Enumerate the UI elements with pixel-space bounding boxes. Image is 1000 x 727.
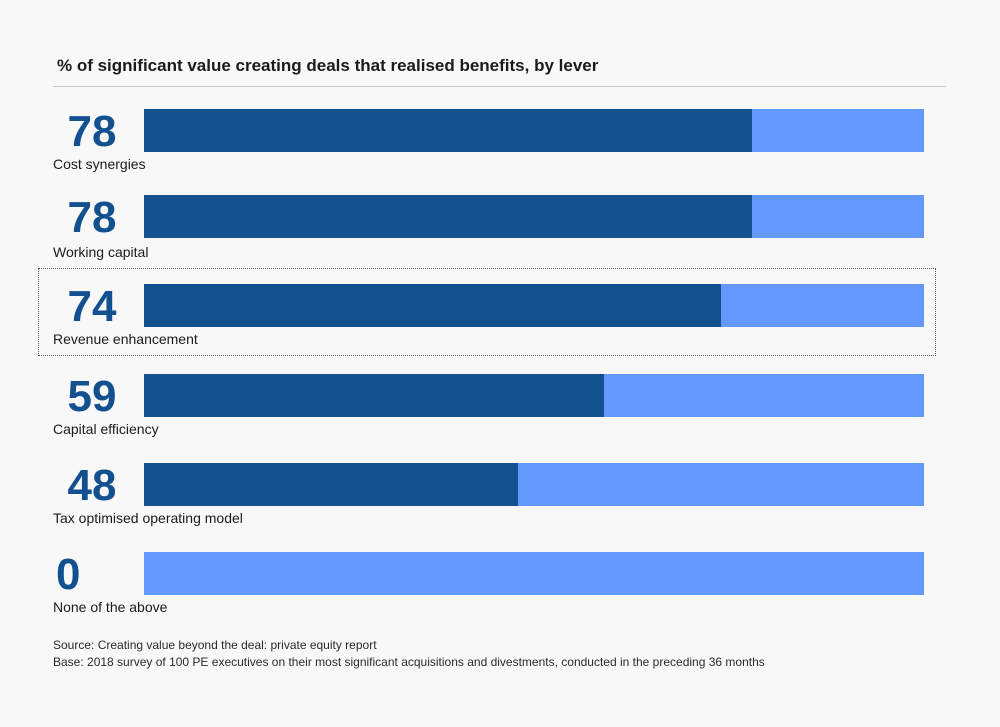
bar-track [144,374,924,417]
category-label: None of the above [53,599,168,615]
category-label: Capital efficiency [53,421,159,437]
value-label: 78 [67,107,117,156]
value-label: 0 [56,550,81,599]
source-note: Source: Creating value beyond the deal: … [53,637,765,671]
value-label: 74 [67,282,117,331]
bar-track [144,463,924,506]
base-line: Base: 2018 survey of 100 PE executives o… [53,655,765,669]
bar-track [144,195,924,238]
bar-track [144,109,924,152]
title-divider [53,86,946,87]
bar-track [144,284,924,327]
value-label: 48 [67,461,117,510]
value-label: 78 [67,193,117,242]
category-label: Tax optimised operating model [53,510,243,526]
bar-row-capital-efficiency[interactable]: 59 Capital efficiency [0,373,1000,463]
bar-fill [144,109,752,152]
bar-fill [144,463,518,506]
value-label: 59 [67,372,117,421]
category-label: Revenue enhancement [53,331,198,347]
bar-row-none-of-the-above[interactable]: 0 None of the above [0,551,1000,641]
bar-fill [144,374,604,417]
category-label: Working capital [53,244,149,260]
bar-row-revenue-enhancement[interactable]: 74 Revenue enhancement [0,283,1000,373]
bar-row-cost-synergies[interactable]: 78 Cost synergies [0,108,1000,198]
source-line: Source: Creating value beyond the deal: … [53,638,377,652]
chart-title: % of significant value creating deals th… [57,56,599,75]
bar-fill [144,195,752,238]
focus-outline [38,268,936,356]
bar-fill [144,284,721,327]
category-label: Cost synergies [53,156,146,172]
bar-row-tax-optimised-operating-model[interactable]: 48 Tax optimised operating model [0,462,1000,552]
bar-row-working-capital[interactable]: 78 Working capital [0,194,1000,284]
bar-track [144,552,924,595]
